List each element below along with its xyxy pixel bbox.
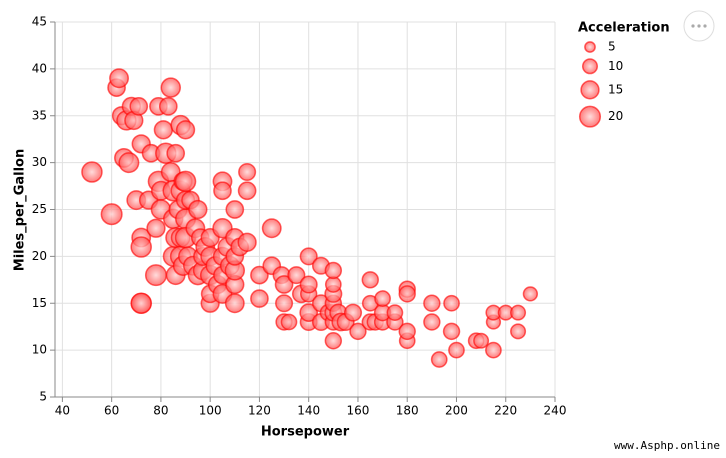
- bubble: [324, 332, 343, 350]
- bubble: [343, 303, 363, 322]
- bubble: [430, 351, 448, 368]
- bubble: [160, 77, 181, 98]
- bubble: [224, 293, 245, 314]
- x-tick-label: 160: [347, 404, 370, 418]
- bubble: [287, 266, 306, 285]
- bubble: [280, 313, 298, 331]
- y-tick-label: 35: [32, 108, 47, 122]
- x-tick-label: 80: [153, 404, 168, 418]
- bubble: [144, 264, 168, 287]
- bubble: [324, 276, 342, 293]
- x-tick-label: 60: [104, 404, 119, 418]
- bubble: [473, 332, 490, 349]
- bubble: [188, 199, 208, 220]
- bubble: [175, 120, 196, 140]
- dot: [691, 24, 695, 28]
- x-tick-label: 200: [445, 404, 468, 418]
- x-tick-label: 100: [199, 404, 222, 418]
- x-tick-label: 120: [248, 404, 271, 418]
- watermark: www.Asphp.online: [614, 439, 720, 452]
- bubble: [299, 247, 318, 266]
- y-tick-label: 40: [32, 61, 47, 75]
- y-tick-label: 15: [32, 296, 47, 310]
- bubble: [81, 161, 103, 183]
- y-tick-label: 5: [39, 390, 47, 404]
- bubble: [146, 218, 166, 238]
- y-axis-label: Miles_per_Gallon: [13, 149, 28, 271]
- legend-label: 20: [608, 109, 623, 123]
- bubble: [324, 261, 343, 280]
- x-axis-label: Horsepower: [261, 425, 350, 440]
- legend-symbol: [584, 41, 596, 53]
- bubble: [100, 203, 123, 226]
- legend-label: 5: [608, 40, 616, 54]
- legend-symbol: [580, 80, 600, 100]
- bubble: [361, 271, 379, 289]
- x-tick-label: 180: [396, 404, 419, 418]
- legend-label: 15: [608, 82, 623, 96]
- bubble: [522, 286, 539, 302]
- bubble: [423, 313, 441, 331]
- bubble: [261, 218, 282, 239]
- y-tick-label: 45: [32, 15, 47, 29]
- y-tick-label: 30: [32, 155, 47, 169]
- bubble: [510, 304, 527, 321]
- bubble: [250, 289, 269, 308]
- legend-title: Acceleration: [578, 21, 670, 36]
- bubble: [250, 265, 269, 285]
- bubble: [109, 68, 129, 89]
- bubble: [238, 162, 257, 182]
- bubble: [398, 322, 416, 341]
- bubble: [443, 294, 460, 312]
- bubble: [213, 181, 232, 201]
- bubble: [442, 322, 461, 341]
- x-tick-label: 40: [55, 404, 70, 418]
- bubble: [398, 285, 416, 303]
- dot: [697, 24, 701, 28]
- y-tick-label: 20: [32, 249, 47, 263]
- bubble: [423, 294, 441, 312]
- x-tick-label: 140: [297, 404, 320, 418]
- bubble: [174, 170, 197, 193]
- bubble: [485, 341, 502, 359]
- legend-symbol: [578, 105, 602, 128]
- bubble: [299, 303, 319, 322]
- bubble: [158, 97, 178, 116]
- bubble: [166, 143, 186, 163]
- x-tick-label: 240: [544, 404, 567, 418]
- bubble: [118, 152, 140, 174]
- legend-symbol: [581, 58, 599, 75]
- x-tick-label: 220: [494, 404, 517, 418]
- actions-button[interactable]: [683, 10, 715, 42]
- dot: [703, 24, 707, 28]
- bubble: [349, 322, 367, 341]
- bubble: [274, 275, 294, 294]
- legend-label: 10: [608, 59, 623, 73]
- bubble: [130, 236, 152, 258]
- y-tick-label: 10: [32, 343, 47, 357]
- y-tick-label: 25: [32, 202, 47, 216]
- bubble: [237, 232, 257, 252]
- bubble: [386, 304, 404, 322]
- bubble: [130, 292, 152, 315]
- bubble: [299, 275, 318, 294]
- bubble: [225, 200, 245, 219]
- plot-area: 5 10 15 20 25 30 35 40 45 40 60 80 100 120 140 160 180 20…: [32, 15, 567, 418]
- bubble: [448, 341, 465, 359]
- bubble: [153, 120, 174, 140]
- bubble: [129, 97, 149, 116]
- bubble: [374, 290, 391, 307]
- bubble: [237, 181, 257, 201]
- bubble: [275, 294, 294, 313]
- bubble: [510, 323, 527, 340]
